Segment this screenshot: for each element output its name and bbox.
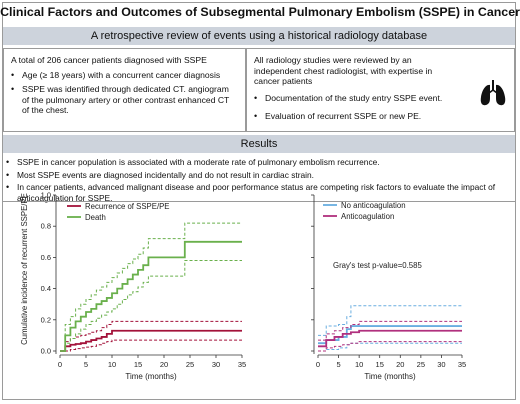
x-tick-label: 25 (186, 360, 194, 369)
series-line (318, 325, 462, 345)
left-intro: A total of 206 cancer patients diagnosed… (11, 55, 207, 65)
x-tick-label: 30 (437, 360, 445, 369)
x-tick-label: 25 (417, 360, 425, 369)
lungs-icon (480, 80, 506, 106)
x-tick-label: 10 (108, 360, 116, 369)
right-bullet: • Documentation of the study entry SSPE e… (254, 92, 443, 103)
x-tick-label: 35 (458, 360, 466, 369)
y-tick-label: 0.8 (41, 222, 51, 231)
x-axis-label: Time (months) (125, 372, 177, 381)
x-tick-label: 20 (160, 360, 168, 369)
chart-annotation: Gray's test p-value=0.585 (333, 261, 422, 270)
results-heading: Results (3, 135, 515, 153)
y-tick-label: 0.2 (41, 315, 51, 324)
right-intro: All radiology studies were reviewed by a… (254, 55, 433, 87)
x-tick-label: 35 (238, 360, 246, 369)
series-ci-upper (60, 222, 242, 352)
x-tick-label: 10 (355, 360, 363, 369)
series-ci-lower (60, 339, 242, 352)
y-tick-label: 0.6 (41, 253, 51, 262)
x-tick-label: 30 (212, 360, 220, 369)
results-bullet: • Most SSPE events are diagnosed incident… (6, 169, 315, 180)
y-tick-label: 0.0 (41, 347, 51, 356)
x-tick-label: 5 (336, 360, 340, 369)
series-ci-upper (318, 320, 462, 341)
cumulative-incidence-chart-overall: 0 5 10 15 20 25 30 35 0.0 0.2 0.4 0.6 0.8 1.0 Time (mo… (20, 191, 246, 382)
legend-label: Death (85, 213, 106, 222)
results-bullet: • In cancer patients, advanced malignant … (6, 182, 496, 203)
legend-label: Recurrence of SSPE/PE (85, 202, 170, 211)
left-info-box: A total of 206 cancer patients diagnosed… (3, 48, 246, 132)
x-tick-label: 0 (58, 360, 62, 369)
series-ci-lower (318, 341, 462, 352)
right-info-box: All radiology studies were reviewed by a… (246, 48, 515, 132)
legend-label: Anticoagulation (341, 212, 394, 221)
x-tick-label: 20 (396, 360, 404, 369)
x-tick-label: 0 (316, 360, 320, 369)
legend-label: No anticoagulation (341, 201, 406, 210)
page-title: Clinical Factors and Outcomes of Subsegm… (0, 5, 520, 19)
left-bullet: • SSPE was identified through dedicated C… (11, 84, 230, 116)
subtitle-band: A retrospective review of events using a… (3, 27, 515, 45)
y-axis-label: Cumulative incidence of recurrent SSPE/P… (20, 193, 29, 345)
series-ci-lower (60, 260, 242, 352)
divider (3, 201, 515, 202)
results-bullet: • SSPE in cancer population is associated… (6, 157, 380, 167)
y-tick-label: 1.0 (41, 191, 51, 200)
series-line (60, 240, 242, 352)
cumulative-incidence-chart-anticoag: 0 5 10 15 20 25 30 35 Time (months) No anticoagul… (311, 194, 466, 381)
right-bullet: • Evaluation of recurrent SSPE or new PE. (254, 111, 422, 122)
x-tick-label: 15 (134, 360, 142, 369)
results-list: • SSPE in cancer population is associated… (6, 157, 512, 205)
x-tick-label: 5 (84, 360, 88, 369)
series-ci-upper (60, 320, 242, 352)
y-tick-label: 0.4 (41, 284, 51, 293)
series-line (60, 329, 242, 352)
series-ci-upper (318, 305, 462, 336)
left-bullet: • Age (≥ 18 years) with a concurrent canc… (11, 69, 221, 80)
series-line (318, 329, 462, 348)
x-tick-label: 15 (376, 360, 384, 369)
x-axis-label: Time (months) (364, 372, 416, 381)
series-ci-lower (318, 342, 462, 352)
